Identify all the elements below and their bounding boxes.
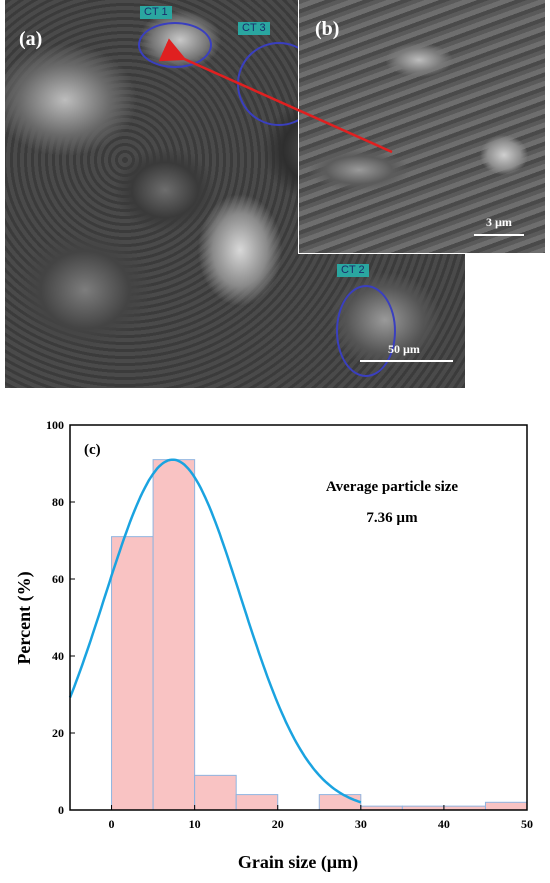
y-tick-label-2: 40 bbox=[52, 649, 64, 663]
grain-size-histogram: 0 10 20 30 40 50 0 20 40 60 80 100 (c) Average par… bbox=[14, 418, 533, 873]
histogram-bar-1 bbox=[152, 459, 196, 811]
panel-label-b: (b) bbox=[315, 18, 340, 40]
x-tick-label-2: 20 bbox=[272, 817, 284, 831]
normal-fit-curve bbox=[68, 458, 362, 804]
annotation-value: 7.36 µm bbox=[366, 510, 418, 526]
y-tick-label-5: 100 bbox=[46, 418, 64, 432]
ct1-ellipse bbox=[138, 22, 212, 68]
scale-text-a: 50 µm bbox=[388, 342, 420, 356]
x-tick-label-5: 50 bbox=[521, 817, 533, 831]
x-axis-ticks: 0 10 20 30 40 50 bbox=[109, 805, 533, 831]
x-axis-title: Grain size (µm) bbox=[238, 852, 358, 873]
zoom-arrow bbox=[158, 38, 393, 154]
ct3-tag: CT 3 bbox=[238, 22, 270, 35]
sem-micrograph-b: (b) 3 µm bbox=[298, 0, 545, 254]
y-tick-label-0: 0 bbox=[58, 803, 64, 817]
panel-label-a: (a) bbox=[19, 28, 43, 50]
panel-label-c: (c) bbox=[84, 442, 101, 458]
ct1-tag: CT 1 bbox=[140, 6, 172, 19]
annotation-title: Average particle size bbox=[326, 479, 459, 495]
scale-bar-b bbox=[474, 234, 524, 236]
x-tick-label-4: 40 bbox=[438, 817, 450, 831]
y-tick-label-1: 20 bbox=[52, 726, 64, 740]
y-tick-label-4: 80 bbox=[52, 495, 64, 509]
scale-bar-a bbox=[360, 360, 453, 362]
y-axis-title: Percent (%) bbox=[14, 571, 35, 664]
y-tick-label-3: 60 bbox=[52, 572, 64, 586]
histogram-bars bbox=[111, 459, 528, 811]
histogram-bar-2 bbox=[194, 774, 237, 811]
x-tick-label-0: 0 bbox=[109, 817, 115, 831]
y-axis-ticks: 0 20 40 60 80 100 bbox=[46, 418, 75, 817]
x-tick-label-1: 10 bbox=[189, 817, 201, 831]
scale-text-b: 3 µm bbox=[486, 215, 512, 229]
plot-frame bbox=[69, 424, 528, 811]
ct2-ellipse bbox=[336, 285, 396, 377]
histogram-bar-9 bbox=[484, 801, 528, 811]
histogram-bar-0 bbox=[111, 536, 154, 811]
histogram-bar-5 bbox=[318, 794, 362, 811]
histogram-bar-3 bbox=[235, 794, 279, 811]
ct2-tag: CT 2 bbox=[337, 264, 369, 277]
x-tick-label-3: 30 bbox=[355, 817, 367, 831]
